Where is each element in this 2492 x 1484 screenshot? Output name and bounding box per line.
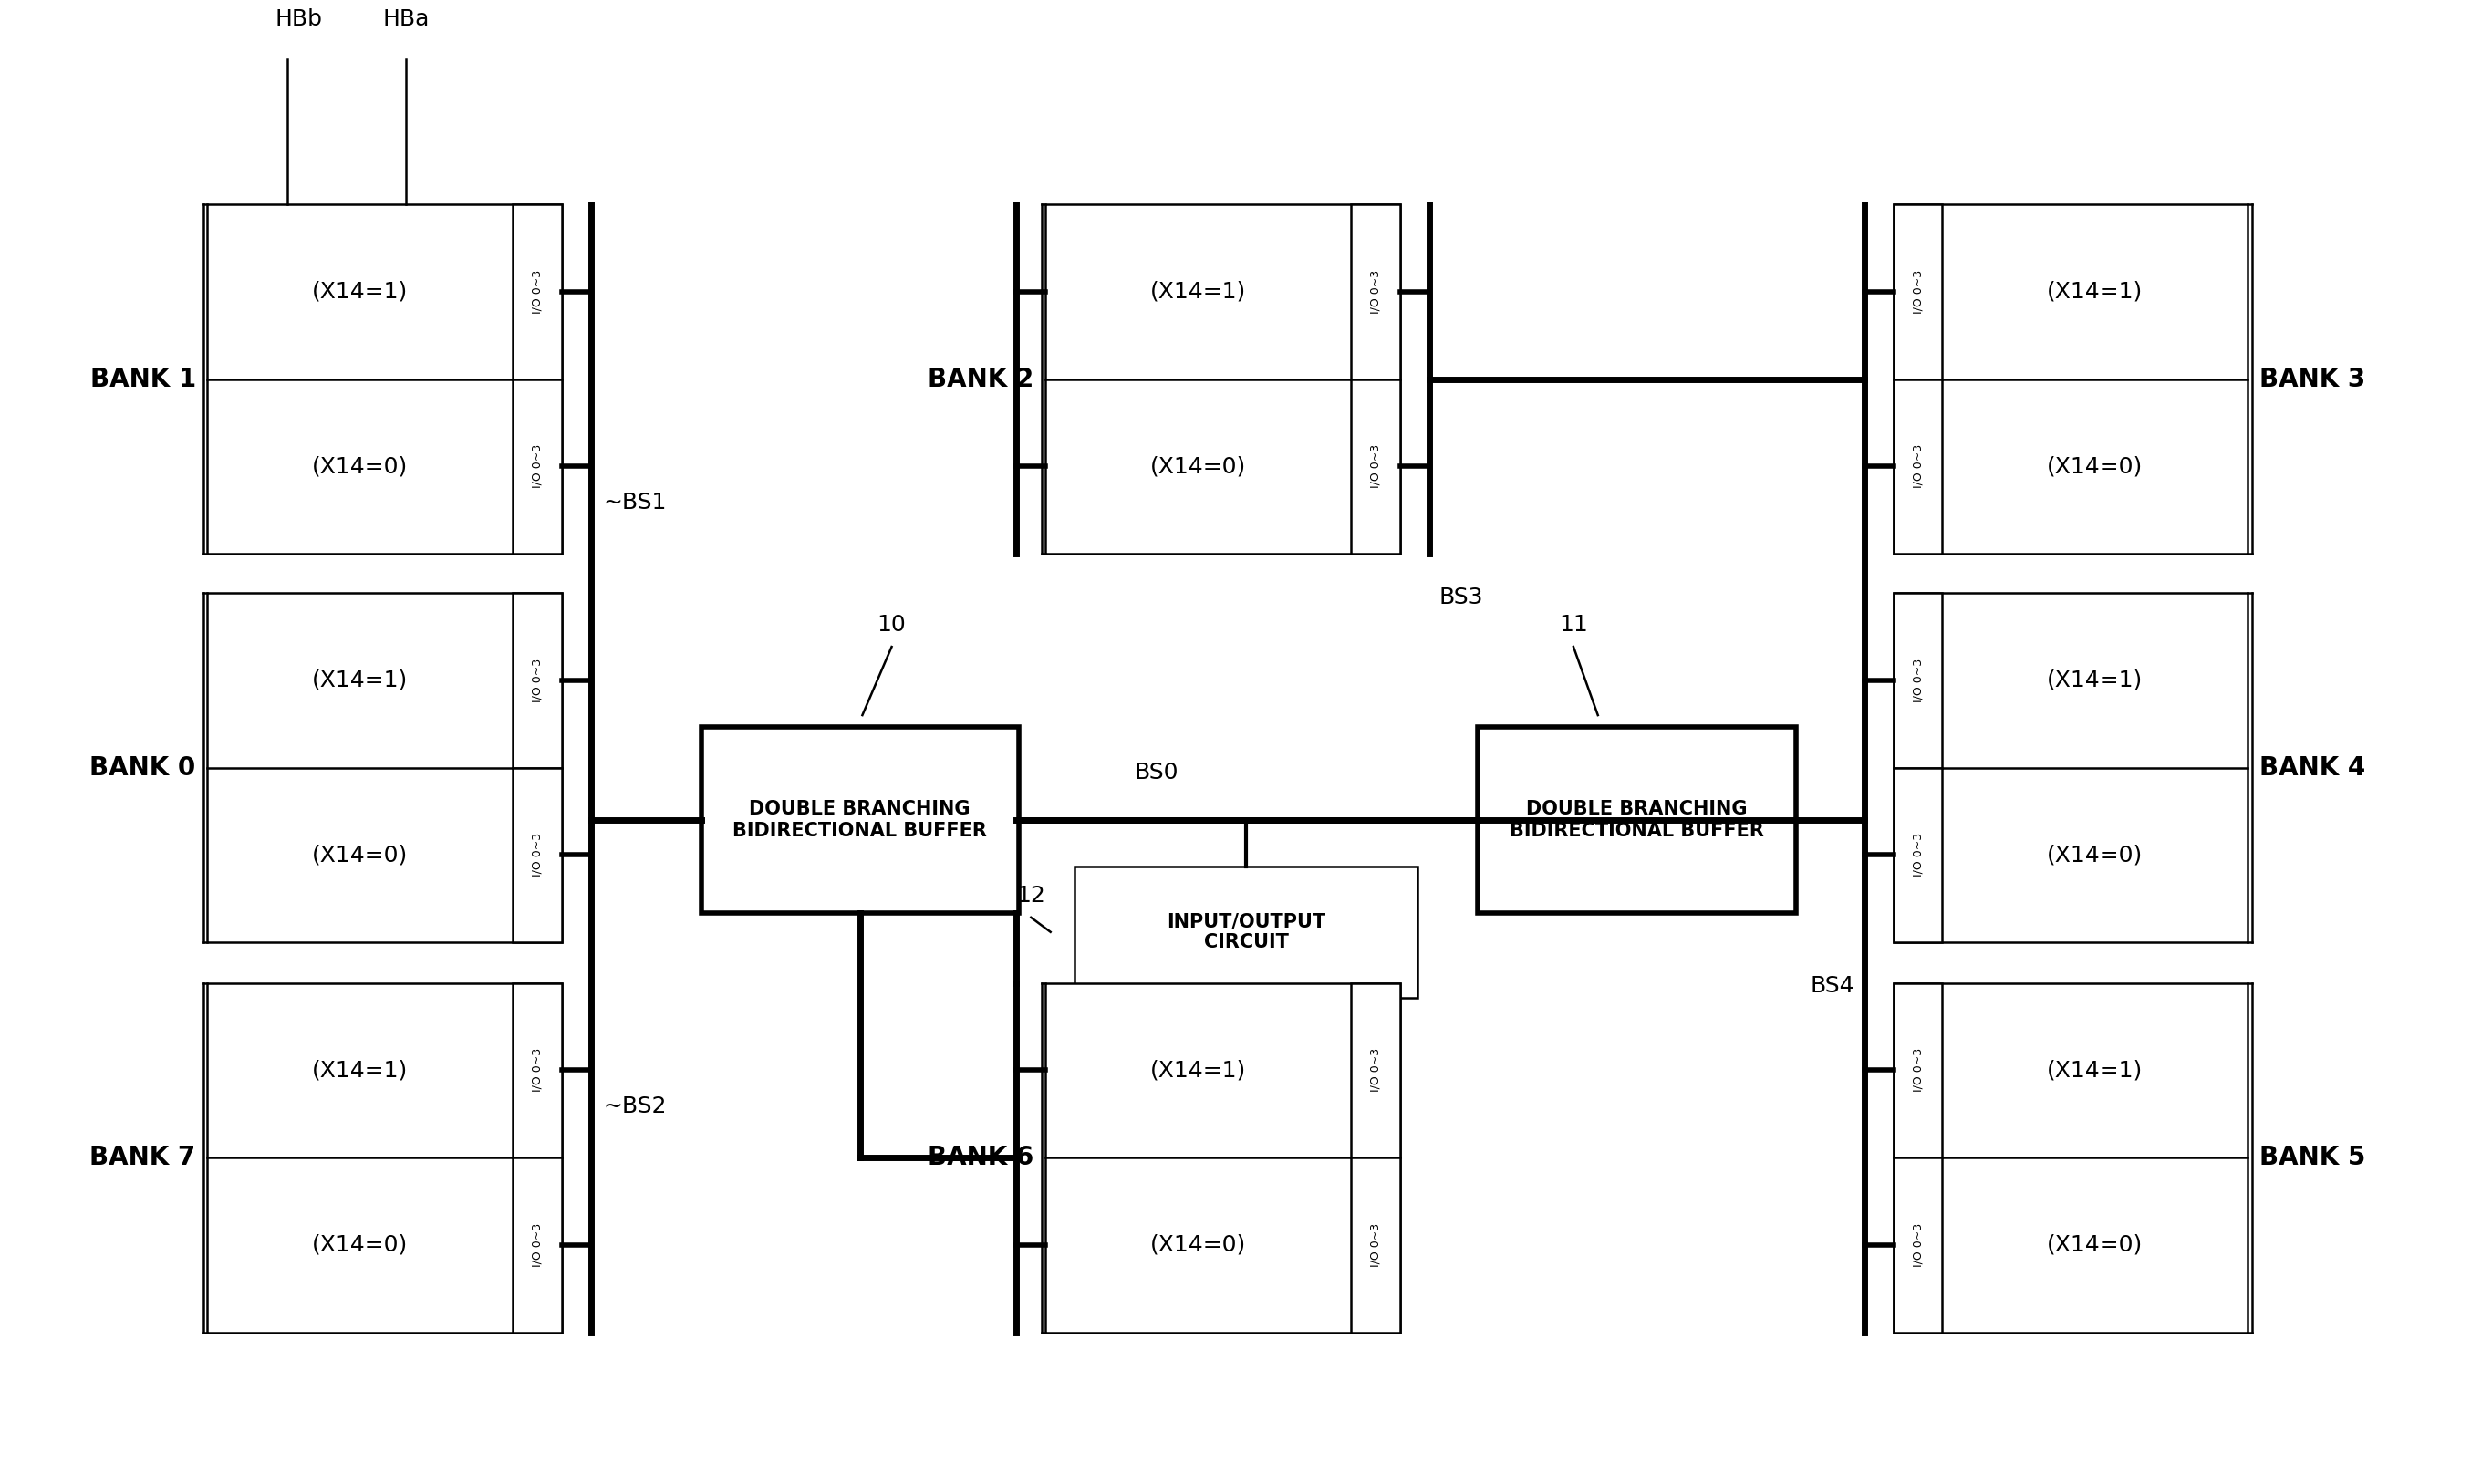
Bar [1894,767,1941,942]
Text: I/O 0~3: I/O 0~3 [1911,1048,1924,1092]
Text: I/O 0~3: I/O 0~3 [1371,1048,1381,1092]
Text: BANK 7: BANK 7 [90,1144,197,1171]
Text: BANK 5: BANK 5 [2260,1144,2365,1171]
Bar [1894,982,1941,1158]
Text: (X14=1): (X14=1) [1151,1060,1246,1082]
Text: I/O 0~3: I/O 0~3 [1911,659,1924,702]
Text: BS3: BS3 [1438,586,1483,608]
Text: BANK 0: BANK 0 [90,755,197,781]
Text: HBa: HBa [384,7,429,30]
Text: BANK 6: BANK 6 [927,1144,1034,1171]
Bar [1047,205,1401,554]
Bar [207,205,561,554]
Text: 10: 10 [877,614,907,635]
Bar [513,378,561,554]
Text: (X14=1): (X14=1) [312,669,409,692]
Text: BANK 2: BANK 2 [927,367,1034,392]
Bar [1351,378,1401,554]
Text: (X14=0): (X14=0) [2046,456,2143,478]
Text: ~BS2: ~BS2 [603,1095,668,1117]
Text: (X14=1): (X14=1) [1151,280,1246,303]
Text: BS4: BS4 [1809,975,1854,997]
Text: (X14=0): (X14=0) [1151,456,1246,478]
Text: I/O 0~3: I/O 0~3 [531,1223,543,1267]
Bar [513,205,561,378]
Text: I/O 0~3: I/O 0~3 [1371,444,1381,488]
Bar [1074,867,1418,997]
Text: I/O 0~3: I/O 0~3 [1371,270,1381,313]
Text: (X14=0): (X14=0) [1151,1233,1246,1255]
Text: I/O 0~3: I/O 0~3 [1911,444,1924,488]
Text: (X14=1): (X14=1) [2046,280,2143,303]
Text: DOUBLE BRANCHING
BIDIRECTIONAL BUFFER: DOUBLE BRANCHING BIDIRECTIONAL BUFFER [1510,800,1764,840]
Bar [1894,982,2248,1333]
Text: (X14=1): (X14=1) [312,280,409,303]
Bar [1894,1158,1941,1333]
Text: (X14=0): (X14=0) [2046,844,2143,865]
Bar [1894,594,2248,942]
Text: I/O 0~3: I/O 0~3 [1911,270,1924,313]
Text: 11: 11 [1560,614,1587,635]
Text: I/O 0~3: I/O 0~3 [531,659,543,702]
Text: I/O 0~3: I/O 0~3 [531,1048,543,1092]
Text: (X14=1): (X14=1) [312,1060,409,1082]
Text: BS0: BS0 [1134,761,1179,784]
Text: BANK 1: BANK 1 [90,367,197,392]
Bar [1894,205,1941,378]
Text: ~BS1: ~BS1 [603,491,668,513]
Text: (X14=0): (X14=0) [2046,1233,2143,1255]
Text: I/O 0~3: I/O 0~3 [1911,1223,1924,1267]
Text: (X14=1): (X14=1) [2046,669,2143,692]
Bar [1894,205,2248,554]
Text: I/O 0~3: I/O 0~3 [1911,833,1924,877]
Text: (X14=1): (X14=1) [2046,1060,2143,1082]
Bar [1351,1158,1401,1333]
Text: 12: 12 [1017,884,1047,907]
Text: I/O 0~3: I/O 0~3 [1371,1223,1381,1267]
Text: HBb: HBb [277,7,324,30]
Text: DOUBLE BRANCHING
BIDIRECTIONAL BUFFER: DOUBLE BRANCHING BIDIRECTIONAL BUFFER [733,800,987,840]
Text: INPUT/OUTPUT
CIRCUIT: INPUT/OUTPUT CIRCUIT [1166,913,1326,951]
Bar [1351,982,1401,1158]
Bar [700,727,1019,913]
Text: I/O 0~3: I/O 0~3 [531,833,543,877]
Text: (X14=0): (X14=0) [312,456,409,478]
Text: I/O 0~3: I/O 0~3 [531,444,543,488]
Bar [1047,982,1401,1333]
Bar [513,982,561,1158]
Bar [207,594,561,942]
Text: (X14=0): (X14=0) [312,1233,409,1255]
Bar [1478,727,1797,913]
Text: BANK 3: BANK 3 [2260,367,2365,392]
Text: (X14=0): (X14=0) [312,844,409,865]
Bar [1894,594,1941,767]
Bar [513,594,561,767]
Text: BANK 4: BANK 4 [2260,755,2365,781]
Bar [513,1158,561,1333]
Bar [513,767,561,942]
Bar [1894,378,1941,554]
Text: I/O 0~3: I/O 0~3 [531,270,543,313]
Bar [1351,205,1401,378]
Bar [207,982,561,1333]
